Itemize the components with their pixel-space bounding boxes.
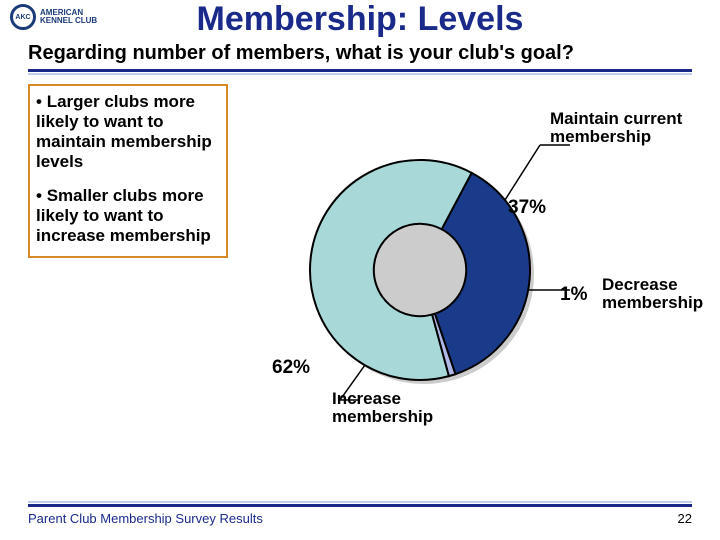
slice-pct-maintain: 37% — [508, 198, 546, 218]
bullet-text: Larger clubs more likely to want to main… — [36, 92, 212, 171]
footer-row: Parent Club Membership Survey Results 22 — [28, 511, 692, 526]
slice-label-maintain: Maintain current membership — [550, 110, 700, 146]
bullet-text: Smaller clubs more likely to want to inc… — [36, 186, 211, 245]
subtitle-block: Regarding number of members, what is you… — [28, 42, 692, 75]
slice-pct-decrease: 1% — [560, 285, 587, 305]
subtitle-text: Regarding number of members, what is you… — [28, 42, 692, 68]
page-number: 22 — [678, 511, 692, 526]
rule-light — [28, 501, 692, 503]
page-title: Membership: Levels — [0, 0, 720, 39]
slice-label-decrease: Decrease membership — [602, 276, 712, 312]
rule-dark — [28, 69, 692, 72]
bullet-dot-icon: • — [36, 92, 42, 112]
rule-dark — [28, 504, 692, 507]
bullet-item: • Smaller clubs more likely to want to i… — [36, 186, 220, 246]
slice-pct-increase: 62% — [272, 358, 310, 378]
pie-svg — [270, 120, 570, 420]
pie-chart: Maintain current membership 37% 1% Decre… — [250, 90, 710, 420]
bullet-item: • Larger clubs more likely to want to ma… — [36, 92, 220, 172]
slice-label-increase: Increase membership — [332, 390, 452, 426]
slide: AKC AMERICAN KENNEL CLUB Membership: Lev… — [0, 0, 720, 540]
leader-line — [505, 145, 540, 200]
bullet-dot-icon: • — [36, 186, 42, 206]
footer: Parent Club Membership Survey Results 22 — [28, 500, 692, 526]
rule-light — [28, 73, 692, 75]
bullets-box: • Larger clubs more likely to want to ma… — [28, 84, 228, 258]
footer-text: Parent Club Membership Survey Results — [28, 511, 263, 526]
